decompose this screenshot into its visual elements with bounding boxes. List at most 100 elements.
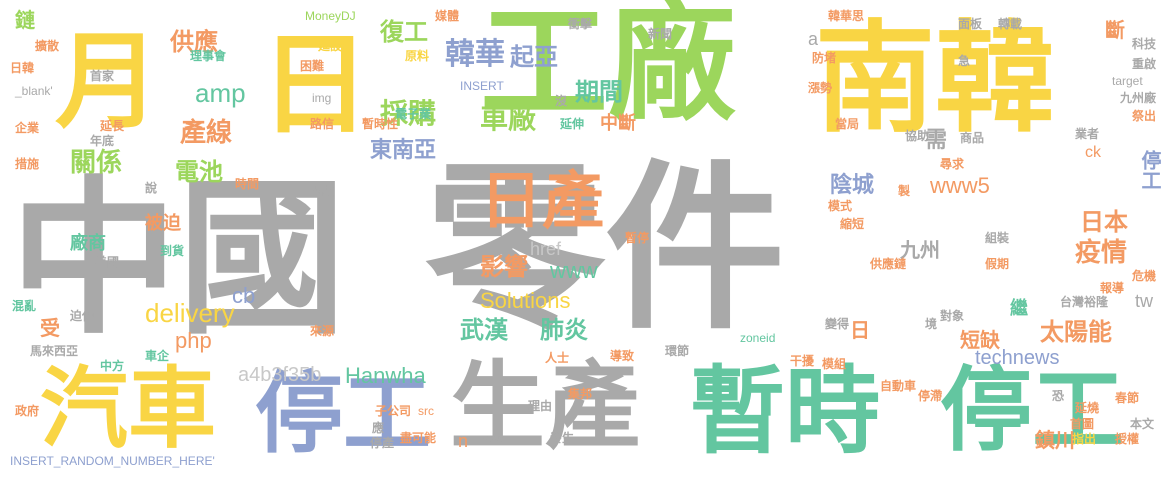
word-74: 年底 — [90, 134, 115, 148]
word-129: 當局 — [835, 117, 860, 131]
word-3: 南韓 — [815, 10, 1055, 149]
word-46: 短缺 — [960, 328, 1000, 352]
word-92: src — [418, 404, 434, 418]
word-78: 到貨 — [160, 244, 185, 258]
word-126: 業者 — [1075, 127, 1100, 141]
word-83: 中方 — [100, 359, 125, 373]
word-116: 報導 — [1100, 281, 1125, 295]
word-72: 延長 — [100, 119, 125, 133]
word-85: 政府 — [15, 404, 40, 418]
word-24: 關係 — [70, 148, 123, 178]
word-142: 衝擊 — [568, 17, 593, 31]
word-75: 措施 — [15, 157, 40, 171]
word-22: amp — [195, 78, 246, 108]
word-23: 鏈 — [15, 8, 35, 32]
word-28: delivery — [145, 298, 235, 328]
word-1: 零件 — [425, 145, 786, 354]
word-37: href — [530, 239, 562, 259]
word-113: 境 — [925, 317, 938, 331]
word-120: 供應鏈 — [870, 257, 907, 271]
word-130: 漲勢 — [808, 81, 833, 95]
word-53: 斷 — [1105, 18, 1125, 42]
word-117: 危機 — [1132, 269, 1157, 283]
word-64: INSERT — [460, 79, 504, 93]
word-67: 擴散 — [35, 39, 60, 53]
word-118: 假期 — [985, 257, 1010, 271]
word-4: 月 — [55, 21, 161, 143]
word-98: 導致 — [610, 349, 635, 363]
word-137: 科技 — [1132, 37, 1157, 51]
word-144: 沒 — [555, 94, 568, 108]
word-47: technews — [975, 347, 1060, 369]
word-96: 發生 — [550, 431, 575, 445]
word-109: 本文 — [1130, 417, 1155, 431]
word-91: 子公司 — [375, 404, 412, 418]
word-58: img — [312, 91, 332, 105]
word-60: 閱讀 — [310, 184, 335, 198]
word-111: 指出 — [1072, 432, 1097, 446]
word-69: 日韓 — [10, 61, 35, 75]
word-76: 說 — [145, 181, 158, 195]
word-80: 混亂 — [12, 299, 37, 313]
word-87: n — [458, 431, 469, 451]
word-71: 理事會 — [190, 49, 227, 63]
word-41: www5 — [930, 173, 990, 198]
word-104: 停滯 — [918, 389, 943, 403]
word-125: 尋求 — [940, 157, 965, 171]
word-17: 期間 — [575, 78, 623, 106]
word-94: 理由 — [528, 399, 553, 413]
word-44: 九州 — [900, 238, 940, 262]
word-52: ck — [1085, 144, 1101, 161]
word-0: 中國 — [10, 161, 346, 357]
word-11: 日產 — [480, 164, 605, 237]
word-102: 模組 — [822, 357, 847, 371]
word-8: 停工 — [940, 357, 1125, 464]
word-89: 盡可能 — [400, 431, 437, 445]
word-9: 汽車 — [40, 357, 217, 460]
word-63: 原料 — [405, 49, 430, 63]
word-127: 商品 — [960, 131, 985, 145]
word-61: 來源 — [310, 324, 335, 338]
word-34: 影響 — [480, 253, 528, 281]
word-77: 時間 — [235, 177, 260, 191]
word-56: 延設 — [318, 39, 343, 53]
word-48: tw — [1135, 291, 1153, 311]
word-134: 面板 — [958, 17, 983, 31]
word-99: 環節 — [665, 344, 690, 358]
word-128: 協助 — [905, 129, 930, 143]
word-88: avw — [482, 431, 504, 445]
word-103: 自動車 — [880, 379, 917, 393]
word-132: a — [808, 29, 819, 49]
word-14: 車廠 — [480, 102, 537, 135]
word-15: 復工 — [380, 18, 428, 46]
word-62: 媒體 — [435, 9, 460, 23]
word-5: 日 — [260, 21, 370, 149]
word-121: 縮短 — [840, 217, 865, 231]
word-55: MoneyDJ — [305, 9, 356, 23]
word-90: 停產 — [370, 436, 395, 450]
word-141: 祭出 — [1132, 109, 1157, 123]
word-115: 台灣裕隆 — [1060, 295, 1109, 309]
word-95: 集邦 — [568, 387, 593, 401]
word-59: 路信 — [310, 117, 335, 131]
word-21: 產線 — [180, 118, 233, 148]
word-19: 東南亞 — [370, 138, 437, 163]
word-106: 恐 — [1052, 389, 1065, 403]
word-131: 防堵 — [812, 51, 837, 65]
word-54: 繼 — [1010, 298, 1028, 319]
word-145: 延伸 — [560, 117, 585, 131]
word-68: 首家 — [90, 69, 115, 83]
word-114: 對象 — [940, 309, 965, 323]
word-122: 模式 — [828, 199, 853, 213]
word-33: Hanwha — [345, 363, 426, 388]
word-70: _blank' — [15, 84, 53, 98]
word-81: 迫使 — [70, 309, 95, 323]
word-29: cb — [232, 283, 256, 308]
word-2: 工廠 — [480, 0, 737, 138]
word-13: 採購 — [380, 97, 437, 130]
word-79: 美國 — [95, 255, 120, 269]
word-119: 組裝 — [985, 231, 1010, 245]
word-42: 日本 — [1080, 208, 1128, 236]
word-25: 電池 — [175, 158, 223, 186]
